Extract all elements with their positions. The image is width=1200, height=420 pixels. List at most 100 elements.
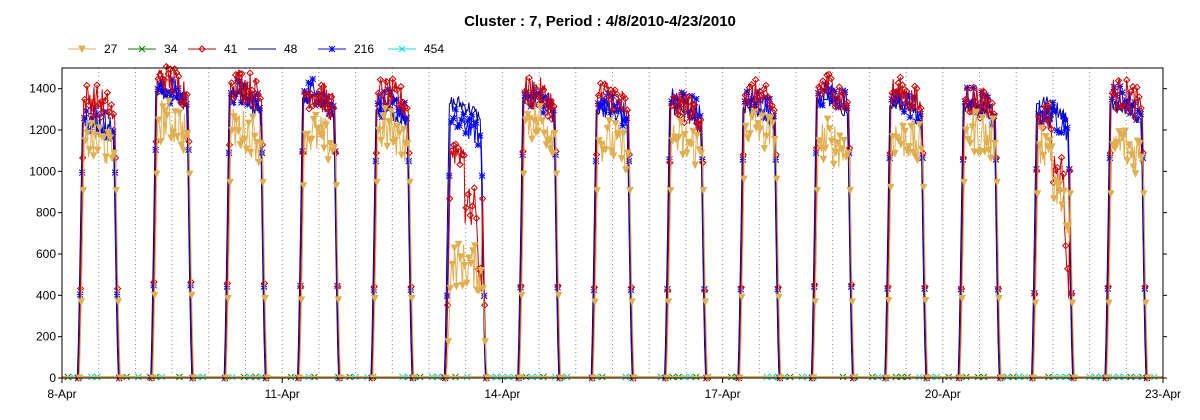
series-point-41 — [747, 80, 756, 89]
series-point-27 — [1105, 299, 1113, 308]
series-point-27 — [829, 160, 838, 169]
series-point-41 — [913, 84, 921, 93]
series-point-41 — [737, 283, 745, 291]
series-point-27 — [83, 129, 92, 138]
series-point-27 — [479, 284, 487, 293]
series-point-41 — [93, 81, 101, 89]
series-point-41 — [829, 90, 837, 99]
series-point-41 — [458, 150, 466, 159]
series-point-216 — [684, 108, 692, 116]
series-point-41 — [984, 95, 992, 104]
series-point-216 — [602, 98, 610, 106]
series-point-41 — [395, 101, 403, 110]
series-point-27 — [991, 139, 999, 148]
series-point-216 — [468, 110, 476, 118]
series-point-216 — [393, 96, 400, 104]
series-point-41 — [970, 83, 978, 92]
series-point-216 — [609, 92, 616, 99]
series-point-27 — [821, 144, 830, 153]
series-point-27 — [536, 103, 544, 111]
series-point-41 — [548, 115, 556, 123]
legend-item-34: 34 — [128, 42, 178, 56]
series-point-27 — [469, 247, 477, 255]
series-point-27 — [1041, 133, 1050, 141]
series-point-216 — [478, 172, 486, 180]
chart-title: Cluster : 7, Period : 4/8/2010-4/23/2010 — [464, 13, 736, 30]
legend-item-454: 454 — [388, 42, 444, 56]
series-point-216 — [594, 100, 602, 107]
series-point-27 — [886, 183, 895, 192]
series-point-27 — [611, 120, 620, 128]
series-point-27 — [1107, 190, 1115, 198]
series-point-216 — [97, 127, 105, 134]
series-point-41 — [605, 96, 613, 104]
series-point-216 — [1061, 117, 1069, 124]
legend-marker — [398, 45, 406, 53]
series-point-41 — [248, 86, 256, 94]
series-point-216 — [894, 94, 902, 102]
series-point-27 — [960, 178, 968, 187]
series-point-216 — [466, 115, 474, 123]
series-point-41 — [741, 91, 750, 99]
series-point-41 — [596, 79, 605, 88]
legend-item-216: 216 — [318, 42, 374, 56]
series-point-41 — [697, 116, 705, 124]
series-point-27 — [91, 131, 100, 140]
series-line-41 — [1105, 78, 1148, 379]
series-point-27 — [385, 117, 394, 126]
series-point-41 — [1123, 76, 1131, 84]
series-point-27 — [224, 295, 232, 303]
series-point-27 — [312, 111, 320, 120]
series-point-27 — [825, 125, 834, 133]
series-point-41 — [884, 282, 892, 291]
series-point-41 — [1031, 290, 1039, 298]
series-point-41 — [323, 104, 332, 112]
series-point-41 — [892, 87, 900, 96]
series-point-216 — [906, 113, 914, 121]
series-point-216 — [900, 108, 908, 115]
series-point-216 — [1057, 129, 1065, 136]
series-point-27 — [958, 295, 966, 303]
series-point-216 — [1039, 109, 1046, 117]
series-point-27 — [884, 297, 893, 305]
series-point-27 — [169, 128, 177, 137]
series-point-41 — [690, 101, 699, 109]
series-point-216 — [256, 104, 264, 112]
series-point-216 — [374, 100, 382, 107]
series-point-41 — [957, 284, 966, 293]
series-point-27 — [901, 127, 909, 136]
series-point-27 — [1113, 139, 1121, 147]
series-point-41 — [78, 154, 87, 162]
series-point-27 — [917, 145, 926, 154]
y-tick-label: 200 — [36, 330, 56, 344]
series-point-41 — [1041, 103, 1049, 112]
series-point-41 — [684, 93, 693, 101]
series-point-27 — [299, 182, 308, 190]
series-point-216 — [745, 99, 753, 107]
series-point-27 — [746, 130, 754, 138]
series-point-27 — [1129, 163, 1138, 172]
series-point-27 — [395, 129, 404, 138]
series-point-216 — [162, 92, 170, 99]
series-point-27 — [397, 151, 406, 160]
series-point-27 — [813, 186, 822, 195]
series-point-27 — [79, 186, 88, 195]
series-point-41 — [692, 119, 701, 128]
series-point-216 — [160, 88, 168, 96]
series-point-41 — [389, 75, 397, 83]
series-point-27 — [895, 136, 903, 145]
series-line-41 — [78, 85, 121, 379]
series-point-27 — [477, 266, 485, 275]
series-point-41 — [751, 76, 760, 84]
series-point-216 — [101, 108, 109, 116]
series-point-27 — [102, 153, 110, 162]
series-point-41 — [835, 83, 844, 91]
series-point-27 — [1035, 141, 1044, 149]
series-point-41 — [1120, 102, 1129, 111]
series-point-27 — [307, 135, 316, 144]
series-point-27 — [1060, 187, 1069, 196]
series-point-41 — [831, 102, 839, 111]
series-point-216 — [539, 109, 547, 117]
series-point-27 — [552, 170, 561, 179]
series-point-27 — [152, 170, 161, 179]
